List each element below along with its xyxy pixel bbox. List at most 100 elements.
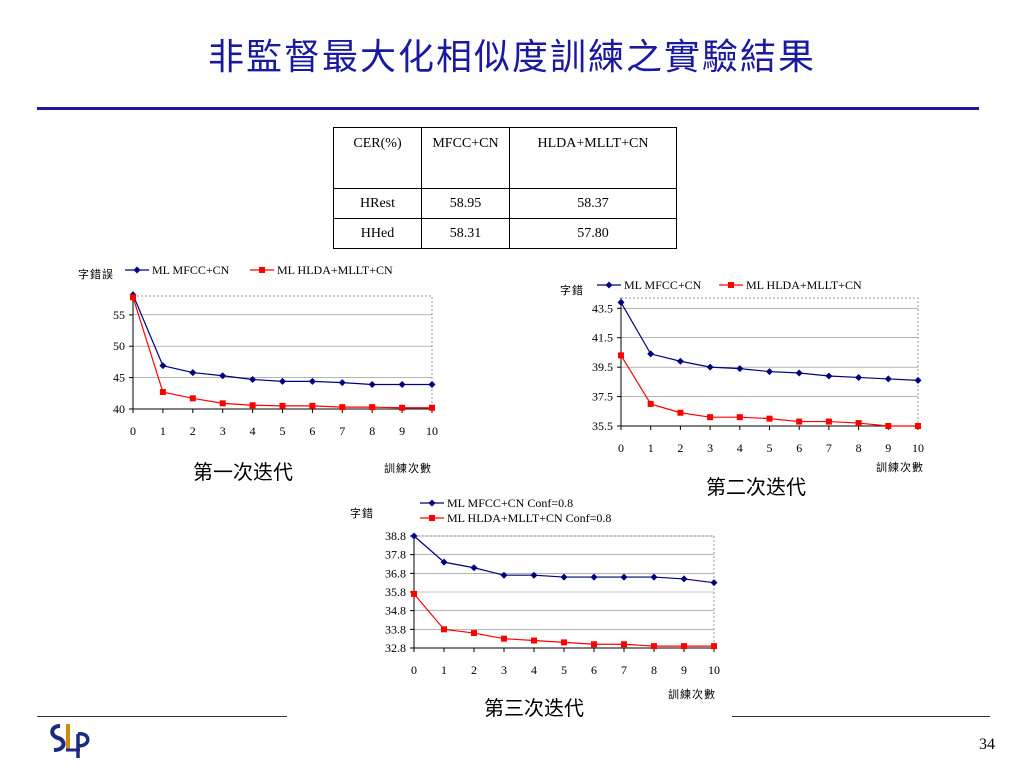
- chart1-point-diamond: [189, 369, 197, 377]
- chart2-point-square: [647, 400, 654, 407]
- chart2-plot-area: [620, 297, 919, 427]
- chart3-point-diamond: [650, 573, 658, 581]
- chart3-legend-marker: [428, 499, 436, 507]
- chart2-ytick-label: 41.5: [592, 331, 613, 345]
- table-cell: 58.95: [421, 188, 510, 219]
- chart3-point-diamond: [500, 571, 508, 579]
- chart3-ytick-label: 37.8: [385, 548, 406, 562]
- chart3-ytick-label: 32.8: [385, 641, 406, 655]
- chart2-xtick-label: 2: [677, 441, 683, 455]
- table-cell: 58.37: [509, 188, 677, 219]
- chart3-point-square: [411, 590, 417, 597]
- chart3-xtick-label: 6: [591, 663, 597, 677]
- slide-title: 非監督最大化相似度訓練之實驗結果: [207, 37, 816, 78]
- chart3-point-diamond: [410, 532, 418, 540]
- chart3-point-square: [561, 639, 567, 646]
- chart1-xtick-label: 4: [250, 424, 256, 438]
- chart2-xtick-label: 1: [648, 441, 654, 455]
- chart3-xtick-label: 10: [708, 663, 720, 677]
- chart1-xtick-label: 1: [160, 424, 166, 438]
- chart3-ytick-label: 33.8: [385, 622, 406, 636]
- table-header-cell: HLDA+MLLT+CN: [509, 127, 677, 189]
- chart2-legend-label: ML HLDA+MLLT+CN: [746, 278, 862, 292]
- chart1-caption: 第一次迭代: [193, 460, 293, 484]
- chart3-xtick-label: 1: [441, 663, 447, 677]
- chart2-series-line: [620, 355, 918, 427]
- chart2-point-square: [677, 409, 684, 416]
- chart2-point-square: [796, 418, 803, 425]
- chart3-point-square: [651, 643, 657, 650]
- chart1-point-square: [279, 402, 286, 409]
- chart2-ylabel: 字錯: [560, 284, 584, 297]
- chart1-point-diamond: [279, 377, 286, 385]
- chart3-legend-label: ML MFCC+CN Conf=0.8: [447, 496, 573, 510]
- chart3-xtick-label: 4: [531, 663, 537, 677]
- chart2-point-diamond: [795, 369, 803, 377]
- chart3-point-diamond: [440, 558, 448, 566]
- chart3-point-square: [471, 630, 477, 637]
- chart3-point-diamond: [680, 575, 688, 583]
- chart2-point-diamond: [706, 363, 714, 371]
- chart2-point-diamond: [855, 373, 863, 381]
- table-header-cell: CER(%): [333, 127, 422, 189]
- chart1-legend-marker: [259, 267, 265, 273]
- cer-table: CER(%) MFCC+CN HLDA+MLLT+CN HRest 58.95 …: [333, 127, 677, 249]
- chart3-xtick-label: 5: [561, 663, 567, 677]
- chart1-point-square: [339, 404, 346, 411]
- table-cell: 58.31: [421, 218, 510, 249]
- chart2-xtick-label: 9: [885, 441, 891, 455]
- chart2-point-square: [915, 423, 921, 429]
- table-header-row: CER(%) MFCC+CN HLDA+MLLT+CN: [333, 127, 677, 189]
- chart2-xtick-label: 6: [796, 441, 802, 455]
- chart3-point-diamond: [710, 579, 718, 587]
- chart3-point-diamond: [470, 564, 478, 572]
- chart2-legend-marker: [605, 281, 613, 289]
- chart2-point-diamond: [676, 357, 684, 365]
- slp-logo: [50, 724, 90, 758]
- chart1-legend-label: ML HLDA+MLLT+CN: [277, 263, 393, 277]
- chart3-point-square: [591, 641, 597, 648]
- chart1-point-square: [159, 389, 166, 396]
- table-cell: 57.80: [509, 218, 677, 249]
- chart1-ytick-label: 50: [113, 339, 125, 353]
- chart1-xtick-label: 3: [220, 424, 226, 438]
- chart3-point-square: [681, 643, 687, 650]
- chart1-xlabel: 訓練次數: [384, 462, 432, 475]
- chart1-xtick-label: 2: [190, 424, 196, 438]
- chart3-legend-label: ML HLDA+MLLT+CN Conf=0.8: [447, 511, 611, 525]
- table-row: HRest 58.95 58.37: [333, 188, 677, 219]
- chart2-xtick-label: 5: [767, 441, 773, 455]
- chart3-ytick-label: 36.8: [385, 566, 406, 580]
- chart3-point-diamond: [530, 571, 538, 579]
- chart3-point-diamond: [560, 573, 568, 581]
- chart3-xtick-label: 2: [471, 663, 477, 677]
- chart1-point-square: [399, 404, 406, 411]
- chart3-point-square: [531, 637, 537, 644]
- chart2-point-square: [707, 414, 714, 421]
- chart3-point-diamond: [590, 573, 598, 581]
- chart1-point-square: [429, 404, 435, 411]
- chart2-xtick-label: 8: [856, 441, 862, 455]
- chart2-point-diamond: [766, 368, 773, 376]
- chart3-caption: 第三次迭代: [484, 696, 584, 720]
- chart1-plot-area: [132, 295, 433, 410]
- chart1-ytick-label: 55: [113, 308, 125, 322]
- chart2-point-square: [736, 414, 743, 421]
- chart3-series-line: [413, 593, 714, 647]
- chart2-xtick-label: 4: [737, 441, 743, 455]
- chart3-legend-marker: [429, 515, 435, 521]
- chart1-xtick-label: 9: [399, 424, 405, 438]
- chart1-xtick-label: 7: [339, 424, 345, 438]
- chart3-ytick-label: 38.8: [385, 529, 406, 543]
- page-number: 34: [979, 736, 995, 753]
- chart2-point-square: [825, 418, 832, 425]
- chart1-point-square: [309, 402, 316, 409]
- chart2-legend-label: ML MFCC+CN: [624, 278, 702, 292]
- chart2-point-diamond: [736, 365, 744, 373]
- chart3-ylabel: 字錯: [350, 507, 374, 520]
- chart2-point-diamond: [884, 375, 892, 383]
- footer-divider-right: [732, 716, 990, 717]
- chart1-xtick-label: 0: [130, 424, 136, 438]
- chart1-point-square: [130, 294, 136, 301]
- chart1-legend-label: ML MFCC+CN: [152, 263, 230, 277]
